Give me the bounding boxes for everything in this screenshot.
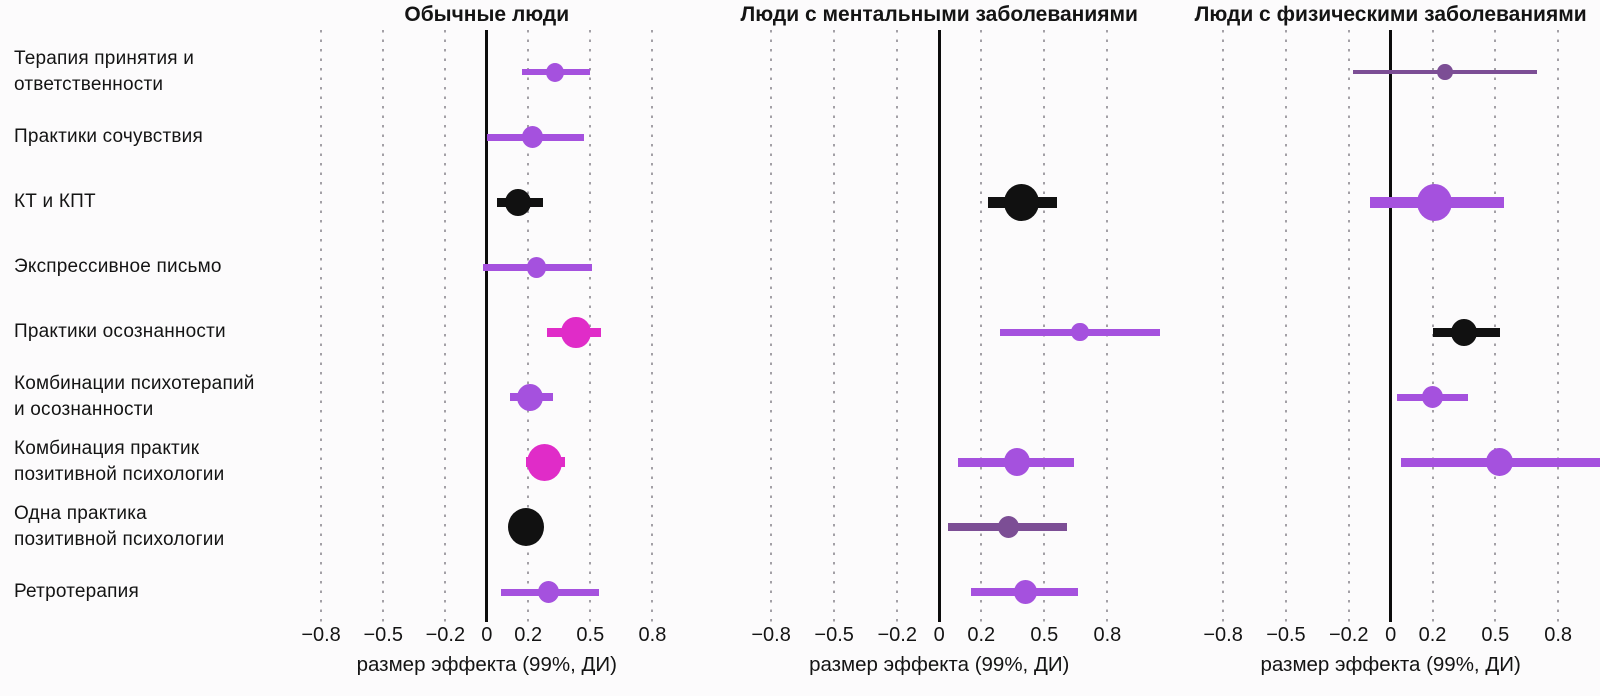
x-axis-label: размер эффекта (99%, ДИ): [356, 653, 617, 676]
row-label-line: Практики сочувствия: [14, 126, 203, 147]
zero-reference-line: [1389, 30, 1393, 622]
row-label-line: Практики осознанности: [14, 321, 226, 342]
x-tick-label: −0.5: [1266, 624, 1306, 646]
row-label-line: Терапия принятия и: [14, 48, 195, 69]
plot-area: [748, 30, 1162, 622]
effect-size-dot: [505, 188, 531, 216]
plot-area: [1198, 30, 1600, 622]
panel-title: Люди с ментальными заболеваниями: [740, 3, 1138, 26]
row-label: КТ и КПТ: [14, 189, 96, 215]
row-label-line: Ретротерапия: [14, 581, 139, 602]
dotted-gridline: [1494, 30, 1497, 622]
row-label-line: ответственности: [14, 74, 164, 95]
row-label-line: Комбинации психотерапий: [14, 373, 255, 394]
x-tick-label: −0.8: [1203, 624, 1243, 646]
dotted-gridline: [651, 30, 654, 622]
dotted-gridline: [1284, 30, 1287, 622]
x-axis-label: размер эффекта (99%, ДИ): [809, 653, 1070, 676]
effect-size-dot: [538, 581, 560, 603]
effect-size-dot: [1486, 448, 1513, 476]
x-tick-label: −0.2: [877, 624, 917, 646]
row-label: Практики осознанности: [14, 319, 226, 345]
dotted-gridline: [382, 30, 385, 622]
row-label-line: позитивной психологии: [14, 464, 225, 485]
dotted-gridline: [833, 30, 836, 622]
row-label: Ретротерапия: [14, 579, 139, 605]
row-label: Комбинация практик позитивной психологии: [14, 436, 224, 488]
effect-size-dot: [526, 256, 547, 278]
x-tick-label: −0.8: [301, 624, 341, 646]
panel: Люди с физическими заболеваниями −0.8 −0.5…: [1195, 0, 1600, 696]
row-label-line: Одна практика: [14, 503, 147, 524]
x-tick-label: −0.5: [814, 624, 854, 646]
x-tick-label: 0: [1385, 624, 1397, 646]
x-tick-label: 0.2: [967, 624, 996, 646]
panel: Люди с ментальными заболеваниями −0.8 −0.5…: [741, 0, 1162, 696]
dotted-gridline: [1557, 30, 1560, 622]
panel: Обычные люди −0.8 −0.5 −0.2 0 0.2 0.5 0.8 размер…: [290, 0, 668, 696]
x-tick-label: 0: [481, 624, 493, 646]
x-tick-label: −0.8: [751, 624, 791, 646]
x-tick-label: 0.8: [1544, 624, 1573, 646]
x-axis-label: размер эффекта (99%, ДИ): [1260, 653, 1521, 676]
effect-size-dot: [1071, 323, 1089, 341]
x-tick-label: −0.2: [425, 624, 466, 646]
row-label: Комбинации психотерапий и осознанности: [14, 371, 255, 423]
effect-size-dot: [1417, 183, 1453, 221]
row-label: Терапия принятия и ответственности: [14, 46, 194, 98]
panel-title: Обычные люди: [404, 3, 570, 26]
x-tick-label: 0.2: [1418, 624, 1447, 646]
effect-size-dot: [561, 316, 591, 348]
dotted-gridline: [1222, 30, 1225, 622]
row-label: Экспрессивное письмо: [14, 254, 222, 280]
x-tick-label: 0.5: [576, 624, 605, 646]
effect-size-dot: [521, 126, 543, 148]
row-label-line: Комбинация практик: [14, 438, 200, 459]
dotted-gridline: [770, 30, 773, 622]
dotted-gridline: [896, 30, 899, 622]
effect-size-dot: [1437, 64, 1453, 80]
dotted-gridline: [1106, 30, 1109, 622]
effect-size-dot: [1003, 448, 1031, 476]
x-tick-label: 0: [933, 624, 945, 646]
effect-size-dot: [1003, 183, 1039, 221]
dotted-gridline: [1043, 30, 1046, 622]
dotted-gridline: [589, 30, 592, 622]
row-label-line: позитивной психологии: [14, 529, 225, 550]
zero-reference-line: [485, 30, 489, 622]
row-label: Одна практика позитивной психологии: [14, 501, 224, 553]
dotted-gridline: [527, 30, 530, 622]
dotted-gridline: [1431, 30, 1434, 622]
row-label-line: КТ и КПТ: [14, 191, 96, 212]
x-tick-label: 0.2: [514, 624, 543, 646]
x-tick-label: 0.8: [1093, 624, 1122, 646]
x-tick-label: −0.5: [363, 624, 403, 646]
effect-size-dot: [508, 508, 545, 546]
dotted-gridline: [320, 30, 323, 622]
plot-area: [290, 30, 668, 622]
x-tick-label: 0.8: [638, 624, 667, 646]
dotted-gridline: [444, 30, 447, 622]
x-tick-label: −0.2: [1329, 624, 1369, 646]
effect-size-dot: [527, 443, 563, 481]
dotted-gridline: [980, 30, 983, 622]
x-tick-label: 0.5: [1481, 624, 1510, 646]
row-label-line: Экспрессивное письмо: [14, 256, 222, 277]
zero-reference-line: [937, 30, 941, 622]
effect-size-dot: [546, 62, 565, 82]
row-label: Практики сочувствия: [14, 124, 203, 150]
dotted-gridline: [1347, 30, 1350, 622]
effect-size-dot: [1422, 386, 1443, 408]
row-label-line: и осознанности: [14, 399, 154, 420]
panel-title: Люди с физическими заболеваниями: [1194, 3, 1587, 26]
effect-size-dot: [1451, 318, 1477, 346]
effect-size-dot: [1014, 580, 1037, 604]
effect-size-dot: [517, 383, 544, 411]
x-tick-label: 0.5: [1030, 624, 1059, 646]
effect-size-dot: [998, 516, 1020, 538]
